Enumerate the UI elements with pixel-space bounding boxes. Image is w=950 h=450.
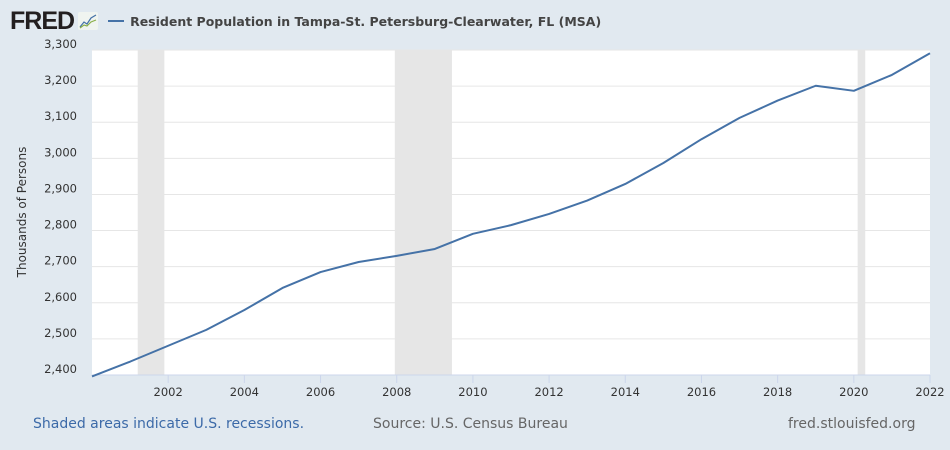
x-tick-label: 2014 — [611, 385, 640, 399]
source-label: Source: U.S. Census Bureau — [373, 416, 568, 432]
y-tick-label: 3,000 — [44, 145, 77, 159]
chart-header: FRED Resident Population in Tampa-St. Pe… — [10, 6, 602, 35]
recession-shade — [394, 50, 452, 375]
chart-logo-icon — [78, 12, 99, 30]
site-link[interactable]: fred.stlouisfed.org — [788, 416, 916, 432]
y-tick-label: 3,300 — [44, 37, 77, 51]
x-tick-label: 2020 — [839, 385, 868, 399]
fred-logo[interactable]: FRED — [10, 6, 75, 35]
x-tick-label: 2012 — [534, 385, 563, 399]
y-tick-label: 2,400 — [44, 362, 77, 376]
y-tick-label: 3,200 — [44, 73, 77, 87]
y-tick-label: 2,500 — [44, 326, 77, 340]
x-tick-label: 2022 — [915, 385, 944, 399]
y-tick-label: 2,800 — [44, 218, 77, 232]
x-tick-label: 2002 — [154, 385, 183, 399]
recession-shade — [857, 50, 866, 375]
recession-note: Shaded areas indicate U.S. recessions. — [33, 416, 305, 432]
data-line — [91, 52, 931, 378]
legend-swatch — [108, 20, 125, 22]
chart-title: Resident Population in Tampa-St. Petersb… — [130, 13, 602, 29]
x-tick-label: 2010 — [458, 385, 487, 399]
x-tick-label: 2004 — [230, 385, 259, 399]
y-tick-label: 2,700 — [44, 254, 77, 268]
x-tick-label: 2016 — [687, 385, 716, 399]
recession-shade — [137, 50, 165, 375]
y-tick-label: 3,100 — [44, 109, 77, 123]
y-tick-label: 2,600 — [44, 290, 77, 304]
x-tick-label: 2006 — [306, 385, 335, 399]
y-tick-label: 2,900 — [44, 181, 77, 195]
x-tick-label: 2018 — [763, 385, 792, 399]
x-tick-label: 2008 — [382, 385, 411, 399]
y-axis-title: Thousands of Persons — [15, 147, 29, 279]
plot-area — [92, 50, 930, 375]
